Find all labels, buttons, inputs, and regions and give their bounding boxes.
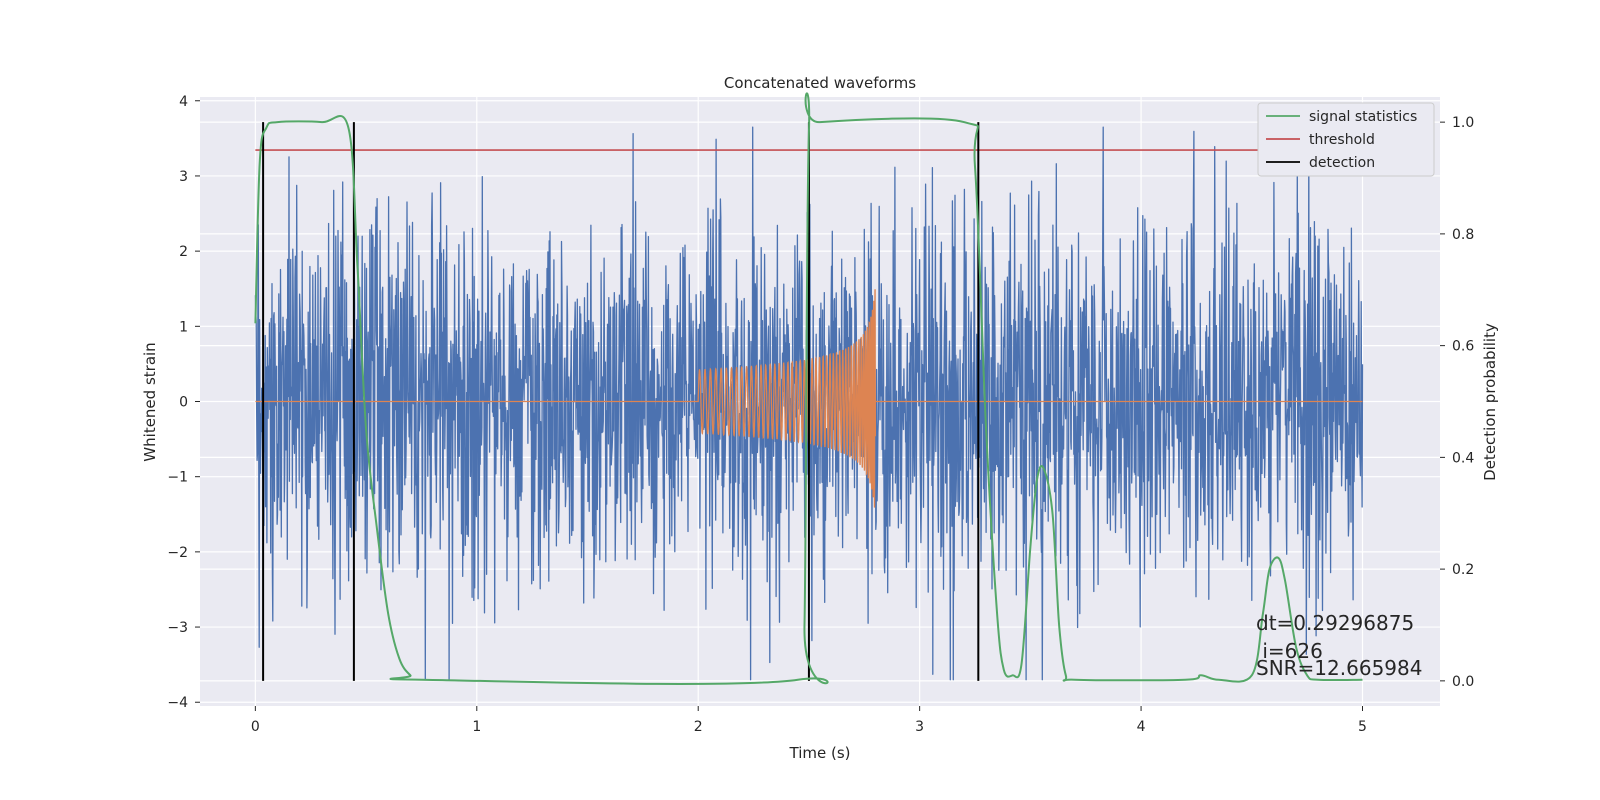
series-layer — [254, 92, 1364, 685]
tick-y--1: −1 — [167, 470, 188, 486]
ticks-x: 0 1 2 3 4 5 — [251, 706, 1367, 735]
tick-x-0: 0 — [251, 719, 260, 735]
legend: signal statistics threshold detection — [1257, 102, 1435, 177]
ticks-right: 0.0 0.2 0.4 0.6 0.8 1.0 — [1440, 115, 1474, 690]
annotation-block: dt=0.29296875 i=626 SNR=12.665984 — [1256, 611, 1422, 680]
legend-box — [1257, 102, 1435, 177]
tick-y-1: 1 — [179, 319, 188, 335]
y-axis-label: Whitened strain — [141, 342, 159, 461]
tick-y-3: 3 — [179, 169, 188, 185]
tick-y2-0.6: 0.6 — [1452, 339, 1474, 355]
tick-y2-0.4: 0.4 — [1452, 450, 1474, 466]
legend-entry-signal-statistics: signal statistics — [1309, 109, 1417, 125]
tick-y2-0.8: 0.8 — [1452, 227, 1474, 243]
tick-x-4: 4 — [1137, 719, 1146, 735]
annotation-index: i=626 — [1256, 639, 1323, 663]
legend-entry-detection: detection — [1309, 155, 1375, 171]
tick-y-4: 4 — [179, 94, 188, 110]
tick-x-5: 5 — [1358, 719, 1367, 735]
tick-x-2: 2 — [694, 719, 703, 735]
annotation-snr: SNR=12.665984 — [1256, 656, 1422, 680]
tick-x-1: 1 — [472, 719, 481, 735]
tick-y2-0.2: 0.2 — [1452, 562, 1474, 578]
tick-y-2: 2 — [179, 244, 188, 260]
annotation-dt: dt=0.29296875 — [1256, 611, 1414, 635]
tick-y--2: −2 — [167, 545, 188, 561]
tick-y--4: −4 — [167, 695, 188, 711]
tick-y--3: −3 — [167, 620, 188, 636]
legend-entry-threshold: threshold — [1309, 132, 1375, 148]
tick-y2-0.0: 0.0 — [1452, 674, 1474, 690]
series-chirp — [255, 289, 1363, 508]
ticks-left: −4 −3 −2 −1 0 1 2 3 4 — [167, 94, 200, 711]
tick-x-3: 3 — [915, 719, 924, 735]
chart-title: Concatenated waveforms — [724, 74, 916, 92]
y2-axis-label: Detection probability — [1481, 323, 1499, 481]
tick-y2-1.0: 1.0 — [1452, 115, 1474, 131]
series-signal-statistics — [254, 92, 1363, 685]
tick-y-0: 0 — [179, 395, 188, 411]
x-axis-label: Time (s) — [789, 744, 851, 762]
